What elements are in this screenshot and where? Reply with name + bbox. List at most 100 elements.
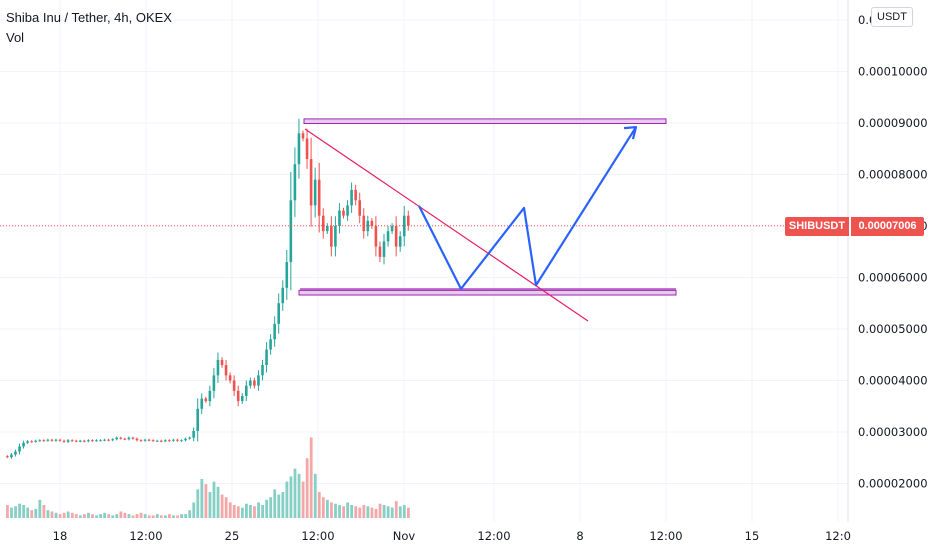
volume-bar	[386, 506, 390, 518]
price-tick-label: 0.00009000	[858, 116, 928, 130]
volume-bar	[394, 501, 398, 518]
candle-body	[168, 440, 171, 442]
volume-bar	[330, 502, 333, 518]
candle-body	[346, 205, 349, 216]
candle-body	[184, 438, 187, 441]
volume-bar	[176, 515, 179, 518]
candle-body	[390, 226, 394, 232]
support-zone[interactable]	[298, 289, 677, 296]
candle-body	[10, 454, 13, 458]
candle-body	[354, 189, 357, 201]
candle-body	[305, 138, 309, 160]
time-tick-label: 25	[225, 529, 240, 543]
candle-body	[180, 440, 183, 442]
volume-bar	[273, 489, 277, 518]
price-tick-label: 0.00004000	[858, 374, 928, 388]
candle-body	[317, 179, 321, 216]
volume-bar	[212, 481, 216, 518]
candle-body	[6, 456, 9, 458]
volume-bar	[38, 499, 42, 518]
candle-body	[382, 241, 386, 257]
candle-body	[398, 236, 402, 247]
candle-body	[95, 440, 98, 442]
volume-bar	[204, 484, 208, 518]
volume-bar	[172, 515, 175, 518]
candle-body	[26, 441, 29, 443]
volume-bar	[342, 506, 345, 518]
volume-bar	[313, 473, 317, 518]
volume-bar	[317, 492, 321, 518]
time-tick-label: 8	[576, 529, 583, 543]
candle-body	[378, 246, 382, 257]
volume-bar	[346, 502, 350, 518]
price-tick-label: 0.00006000	[858, 271, 928, 285]
candle-body	[334, 226, 337, 247]
price-axis[interactable]: 0.00002000 0.00003000 0.00004000 0.00005000…	[847, 0, 928, 522]
time-axis[interactable]: 18 12:00 25 12:00 Nov 12:00 8 12:00 15 12:0	[53, 529, 851, 543]
candle-body	[293, 164, 297, 201]
volume-bar	[338, 505, 341, 518]
volume-bar	[14, 506, 17, 518]
candle-body	[159, 440, 163, 442]
candle-body	[46, 439, 50, 441]
volume-bar	[164, 515, 167, 518]
volume-bar	[232, 505, 236, 518]
candle-body	[22, 442, 25, 447]
volume-bar	[350, 505, 354, 518]
volume-bar	[285, 481, 289, 518]
candle-body	[342, 210, 345, 216]
candle-body	[350, 189, 353, 206]
volume-bar	[398, 506, 402, 518]
candle-body	[338, 210, 341, 226]
candle-body	[240, 395, 244, 402]
candle-body	[301, 133, 305, 139]
volume-bar	[107, 514, 111, 518]
volume-bar	[184, 514, 188, 518]
candle-body	[18, 446, 21, 452]
volume-bar	[224, 497, 228, 518]
candle-body	[236, 390, 240, 402]
volume-bar	[10, 507, 13, 518]
candle-body	[257, 375, 260, 386]
candle-body	[70, 440, 74, 442]
candle-body	[131, 437, 135, 439]
candle-body	[253, 380, 256, 386]
volume-bar	[30, 510, 34, 518]
volume-bar	[127, 514, 131, 518]
candle-body	[330, 226, 333, 247]
candle-body	[107, 439, 110, 441]
candle-body	[321, 215, 325, 232]
currency-button[interactable]: USDT	[871, 7, 913, 27]
time-tick-label: 12:00	[649, 529, 682, 543]
price-tick-label: 0.00002000	[858, 477, 928, 491]
volume-bar	[58, 514, 62, 518]
volume-bar	[115, 514, 119, 518]
candle-body	[224, 365, 228, 376]
candle-body	[402, 215, 406, 237]
candle-body	[265, 349, 268, 366]
candle-body	[38, 440, 42, 442]
candle-body	[277, 303, 280, 324]
drawings	[298, 118, 677, 322]
candle-body	[103, 439, 106, 441]
candle-body	[261, 365, 264, 376]
candle-body	[91, 440, 94, 442]
candle-body	[147, 439, 151, 441]
volume-bar	[119, 511, 123, 518]
volume-bar	[78, 515, 82, 518]
volume-bar	[309, 437, 313, 518]
volume-bar	[326, 499, 329, 518]
candle-body	[289, 200, 293, 263]
candle-body	[74, 440, 78, 442]
volume-bar	[305, 458, 309, 518]
projection-path[interactable]	[418, 126, 637, 290]
candle-body	[176, 439, 179, 441]
resistance-zone[interactable]	[303, 118, 667, 125]
volume-bar	[46, 510, 50, 518]
candle-body	[192, 430, 195, 438]
price-tick-label: 0.00010000	[858, 65, 928, 79]
volume-bar	[390, 507, 394, 518]
candle-body	[54, 439, 58, 441]
candle-body	[281, 287, 285, 304]
